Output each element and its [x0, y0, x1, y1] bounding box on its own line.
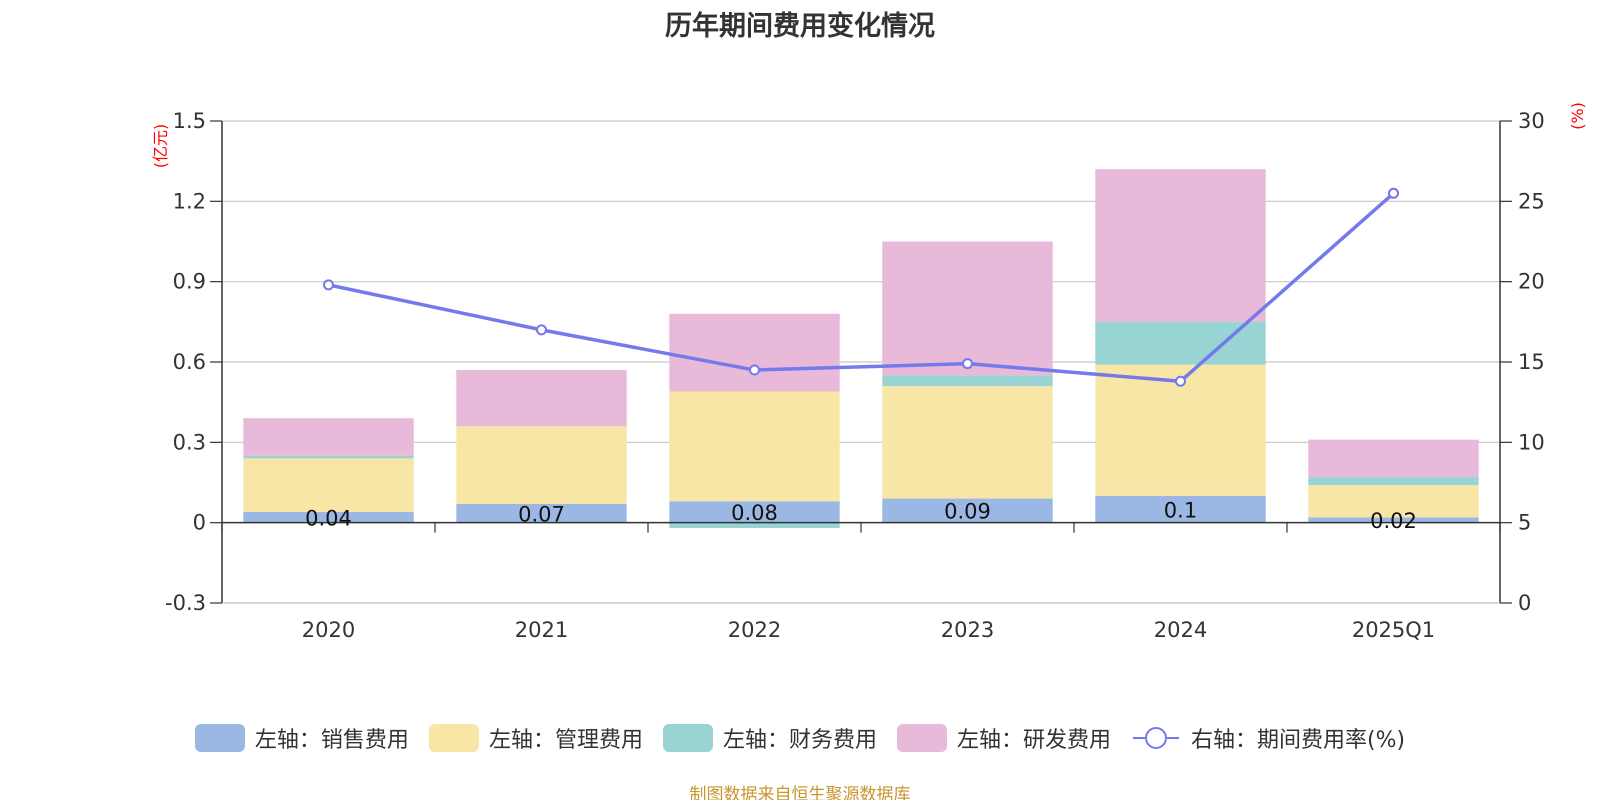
legend-item[interactable]: 左轴：研发费用 — [896, 722, 1111, 754]
right-axis-tick-label: 5 — [1518, 511, 1531, 535]
x-axis-tick-label: 2021 — [515, 618, 568, 642]
right-axis-tick-label: 30 — [1518, 109, 1545, 133]
line-point — [323, 279, 334, 291]
chart-title: 历年期间费用变化情况 — [665, 11, 935, 42]
left-axis-tick-label: 1.5 — [173, 109, 206, 133]
legend-swatch — [896, 724, 947, 752]
bar-segment-2 — [1308, 485, 1479, 518]
bar-segment-1 — [1308, 517, 1479, 523]
bar-segment-3 — [882, 375, 1053, 387]
x-axis-tick-label: 2023 — [941, 618, 994, 642]
legend-swatch — [428, 724, 479, 752]
x-axis-tick-label: 2025Q1 — [1352, 618, 1435, 642]
bar-segment-4 — [243, 418, 414, 456]
line-series — [328, 191, 1395, 384]
data-label: 0.08 — [731, 501, 778, 525]
bar-segment-1 — [882, 498, 1053, 523]
bar-segment-3 — [669, 522, 840, 529]
left-axis-tick-label: 0.3 — [173, 430, 206, 454]
legend-swatch — [194, 724, 245, 752]
legend-label: 左轴：管理费用 — [488, 728, 643, 753]
left-axis-tick-label: 1.2 — [173, 189, 206, 213]
bar-segment-2 — [882, 386, 1053, 499]
legend-item[interactable]: 右轴：期间费用率(%) — [1131, 722, 1405, 754]
bar-segment-4 — [669, 313, 840, 392]
data-label: 0.04 — [305, 506, 352, 530]
bar-segment-4 — [882, 241, 1053, 376]
right-axis-tick-label: 10 — [1518, 430, 1545, 454]
bar-segment-2 — [243, 458, 414, 512]
legend-item[interactable]: 左轴：销售费用 — [194, 722, 409, 754]
x-axis-tick-label: 2022 — [728, 618, 781, 642]
line-point — [536, 324, 547, 336]
right-axis-unit: (%) — [1568, 102, 1587, 130]
left-axis-unit: (亿元) — [151, 124, 170, 169]
line-point — [1388, 187, 1399, 199]
legend-swatch — [662, 724, 713, 752]
bar-segment-4 — [1308, 439, 1479, 478]
bar-segment-1 — [243, 511, 414, 523]
left-axis-tick-label: 0.9 — [173, 270, 206, 294]
left-axis-tick-label: 0.6 — [173, 350, 206, 374]
data-label: 0.09 — [944, 500, 991, 524]
left-axis-tick-label: -0.3 — [165, 591, 206, 615]
left-axis-tick-label: 0 — [193, 511, 206, 535]
source-note: 制图数据来自恒生聚源数据库 — [689, 785, 911, 800]
data-label: 0.1 — [1164, 498, 1197, 522]
line-point — [1175, 375, 1186, 387]
x-axis-tick-label: 2020 — [302, 618, 355, 642]
right-axis-tick-label: 15 — [1518, 350, 1545, 374]
legend-label: 左轴：销售费用 — [254, 728, 409, 753]
legend-item[interactable]: 左轴：管理费用 — [428, 722, 643, 754]
bar-segment-3 — [243, 455, 414, 459]
bar-segment-2 — [456, 426, 627, 504]
bar-segment-4 — [1095, 169, 1266, 322]
data-label: 0.07 — [518, 502, 565, 526]
legend-label: 左轴：财务费用 — [722, 728, 877, 753]
bar-segment-1 — [1095, 495, 1266, 523]
bar-segment-1 — [669, 501, 840, 523]
line-point — [962, 358, 973, 370]
legend-item[interactable]: 左轴：财务费用 — [662, 722, 877, 754]
right-axis-tick-label: 25 — [1518, 189, 1545, 213]
legend-label: 左轴：研发费用 — [956, 728, 1111, 753]
right-axis-tick-label: 20 — [1518, 270, 1545, 294]
legend-label: 右轴：期间费用率(%) — [1190, 728, 1406, 753]
line-point — [749, 364, 760, 376]
legend-line-marker-icon — [1132, 727, 1179, 749]
legend: 左轴：销售费用 左轴：管理费用 左轴：财务费用 左轴：研发费用 右轴：期间费用率(%) — [0, 722, 1600, 754]
bar-segment-4 — [456, 370, 627, 427]
bar-segment-3 — [1308, 477, 1479, 486]
right-axis-tick-label: 0 — [1518, 591, 1531, 615]
x-axis-tick-label: 2024 — [1154, 618, 1207, 642]
bar-segment-2 — [669, 391, 840, 502]
data-label: 0.02 — [1370, 509, 1417, 533]
bar-segment-1 — [456, 503, 627, 523]
